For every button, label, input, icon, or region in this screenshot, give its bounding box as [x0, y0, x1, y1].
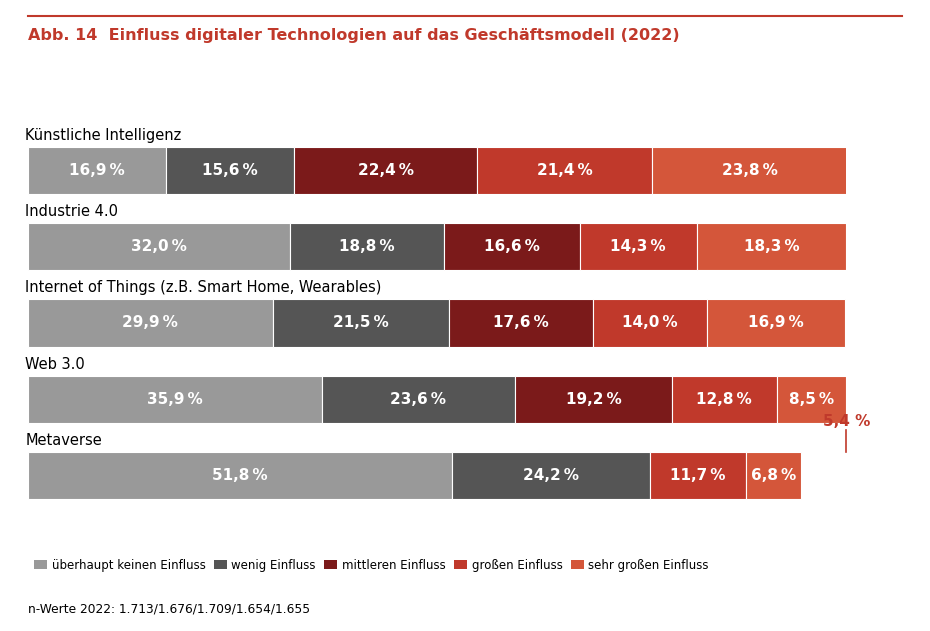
- Text: Web 3.0: Web 3.0: [25, 357, 86, 372]
- Bar: [28, 452, 452, 499]
- Bar: [28, 375, 322, 423]
- Text: 17,6 %: 17,6 %: [493, 316, 549, 331]
- Text: 23,6 %: 23,6 %: [391, 392, 446, 407]
- Bar: [579, 223, 697, 270]
- Text: 8,5 %: 8,5 %: [789, 392, 834, 407]
- Bar: [166, 147, 294, 194]
- Bar: [28, 299, 272, 346]
- Text: 5,4 %: 5,4 %: [823, 414, 870, 429]
- Bar: [294, 147, 477, 194]
- Text: 24,2 %: 24,2 %: [523, 468, 578, 483]
- Text: 35,9 %: 35,9 %: [147, 392, 203, 407]
- Bar: [707, 299, 845, 346]
- Text: 11,7 %: 11,7 %: [670, 468, 725, 483]
- Bar: [592, 299, 707, 346]
- Text: Abb. 14  Einfluss digitaler Technologien auf das Geschäftsmodell (2022): Abb. 14 Einfluss digitaler Technologien …: [28, 28, 680, 44]
- Bar: [746, 452, 802, 499]
- Text: 29,9 %: 29,9 %: [123, 316, 179, 331]
- Bar: [28, 147, 166, 194]
- Text: 14,0 %: 14,0 %: [622, 316, 678, 331]
- Text: 51,8 %: 51,8 %: [212, 468, 268, 483]
- Text: 14,3 %: 14,3 %: [610, 239, 666, 254]
- Bar: [452, 452, 650, 499]
- Text: Künstliche Intelligenz: Künstliche Intelligenz: [25, 128, 181, 143]
- Bar: [652, 147, 847, 194]
- Text: 21,4 %: 21,4 %: [537, 163, 592, 178]
- Bar: [448, 299, 592, 346]
- Text: 16,6 %: 16,6 %: [484, 239, 539, 254]
- Text: 19,2 %: 19,2 %: [565, 392, 621, 407]
- Text: 15,6 %: 15,6 %: [202, 163, 258, 178]
- Bar: [272, 299, 448, 346]
- Text: 23,8 %: 23,8 %: [722, 163, 777, 178]
- Bar: [697, 223, 846, 270]
- Text: 22,4 %: 22,4 %: [357, 163, 414, 178]
- Text: 21,5 %: 21,5 %: [333, 316, 389, 331]
- Text: n-Werte 2022: 1.713/1.676/1.709/1.654/1.655: n-Werte 2022: 1.713/1.676/1.709/1.654/1.…: [28, 602, 310, 615]
- Text: 6,8 %: 6,8 %: [751, 468, 796, 483]
- Text: 18,8 %: 18,8 %: [339, 239, 394, 254]
- Text: 16,9 %: 16,9 %: [749, 316, 804, 331]
- Text: 32,0 %: 32,0 %: [131, 239, 187, 254]
- Text: Internet of Things (z.B. Smart Home, Wearables): Internet of Things (z.B. Smart Home, Wea…: [25, 281, 382, 295]
- Bar: [290, 223, 444, 270]
- Bar: [322, 375, 515, 423]
- Bar: [777, 375, 846, 423]
- Bar: [444, 223, 579, 270]
- Bar: [28, 223, 290, 270]
- Bar: [672, 375, 777, 423]
- Legend: überhaupt keinen Einfluss, wenig Einfluss, mittleren Einfluss, großen Einfluss, : überhaupt keinen Einfluss, wenig Einflus…: [33, 558, 709, 572]
- Bar: [650, 452, 746, 499]
- Text: Industrie 4.0: Industrie 4.0: [25, 204, 118, 219]
- Text: 18,3 %: 18,3 %: [744, 239, 799, 254]
- Bar: [515, 375, 672, 423]
- Text: 12,8 %: 12,8 %: [697, 392, 752, 407]
- Bar: [477, 147, 652, 194]
- Text: Metaverse: Metaverse: [25, 433, 102, 448]
- Text: 16,9 %: 16,9 %: [69, 163, 125, 178]
